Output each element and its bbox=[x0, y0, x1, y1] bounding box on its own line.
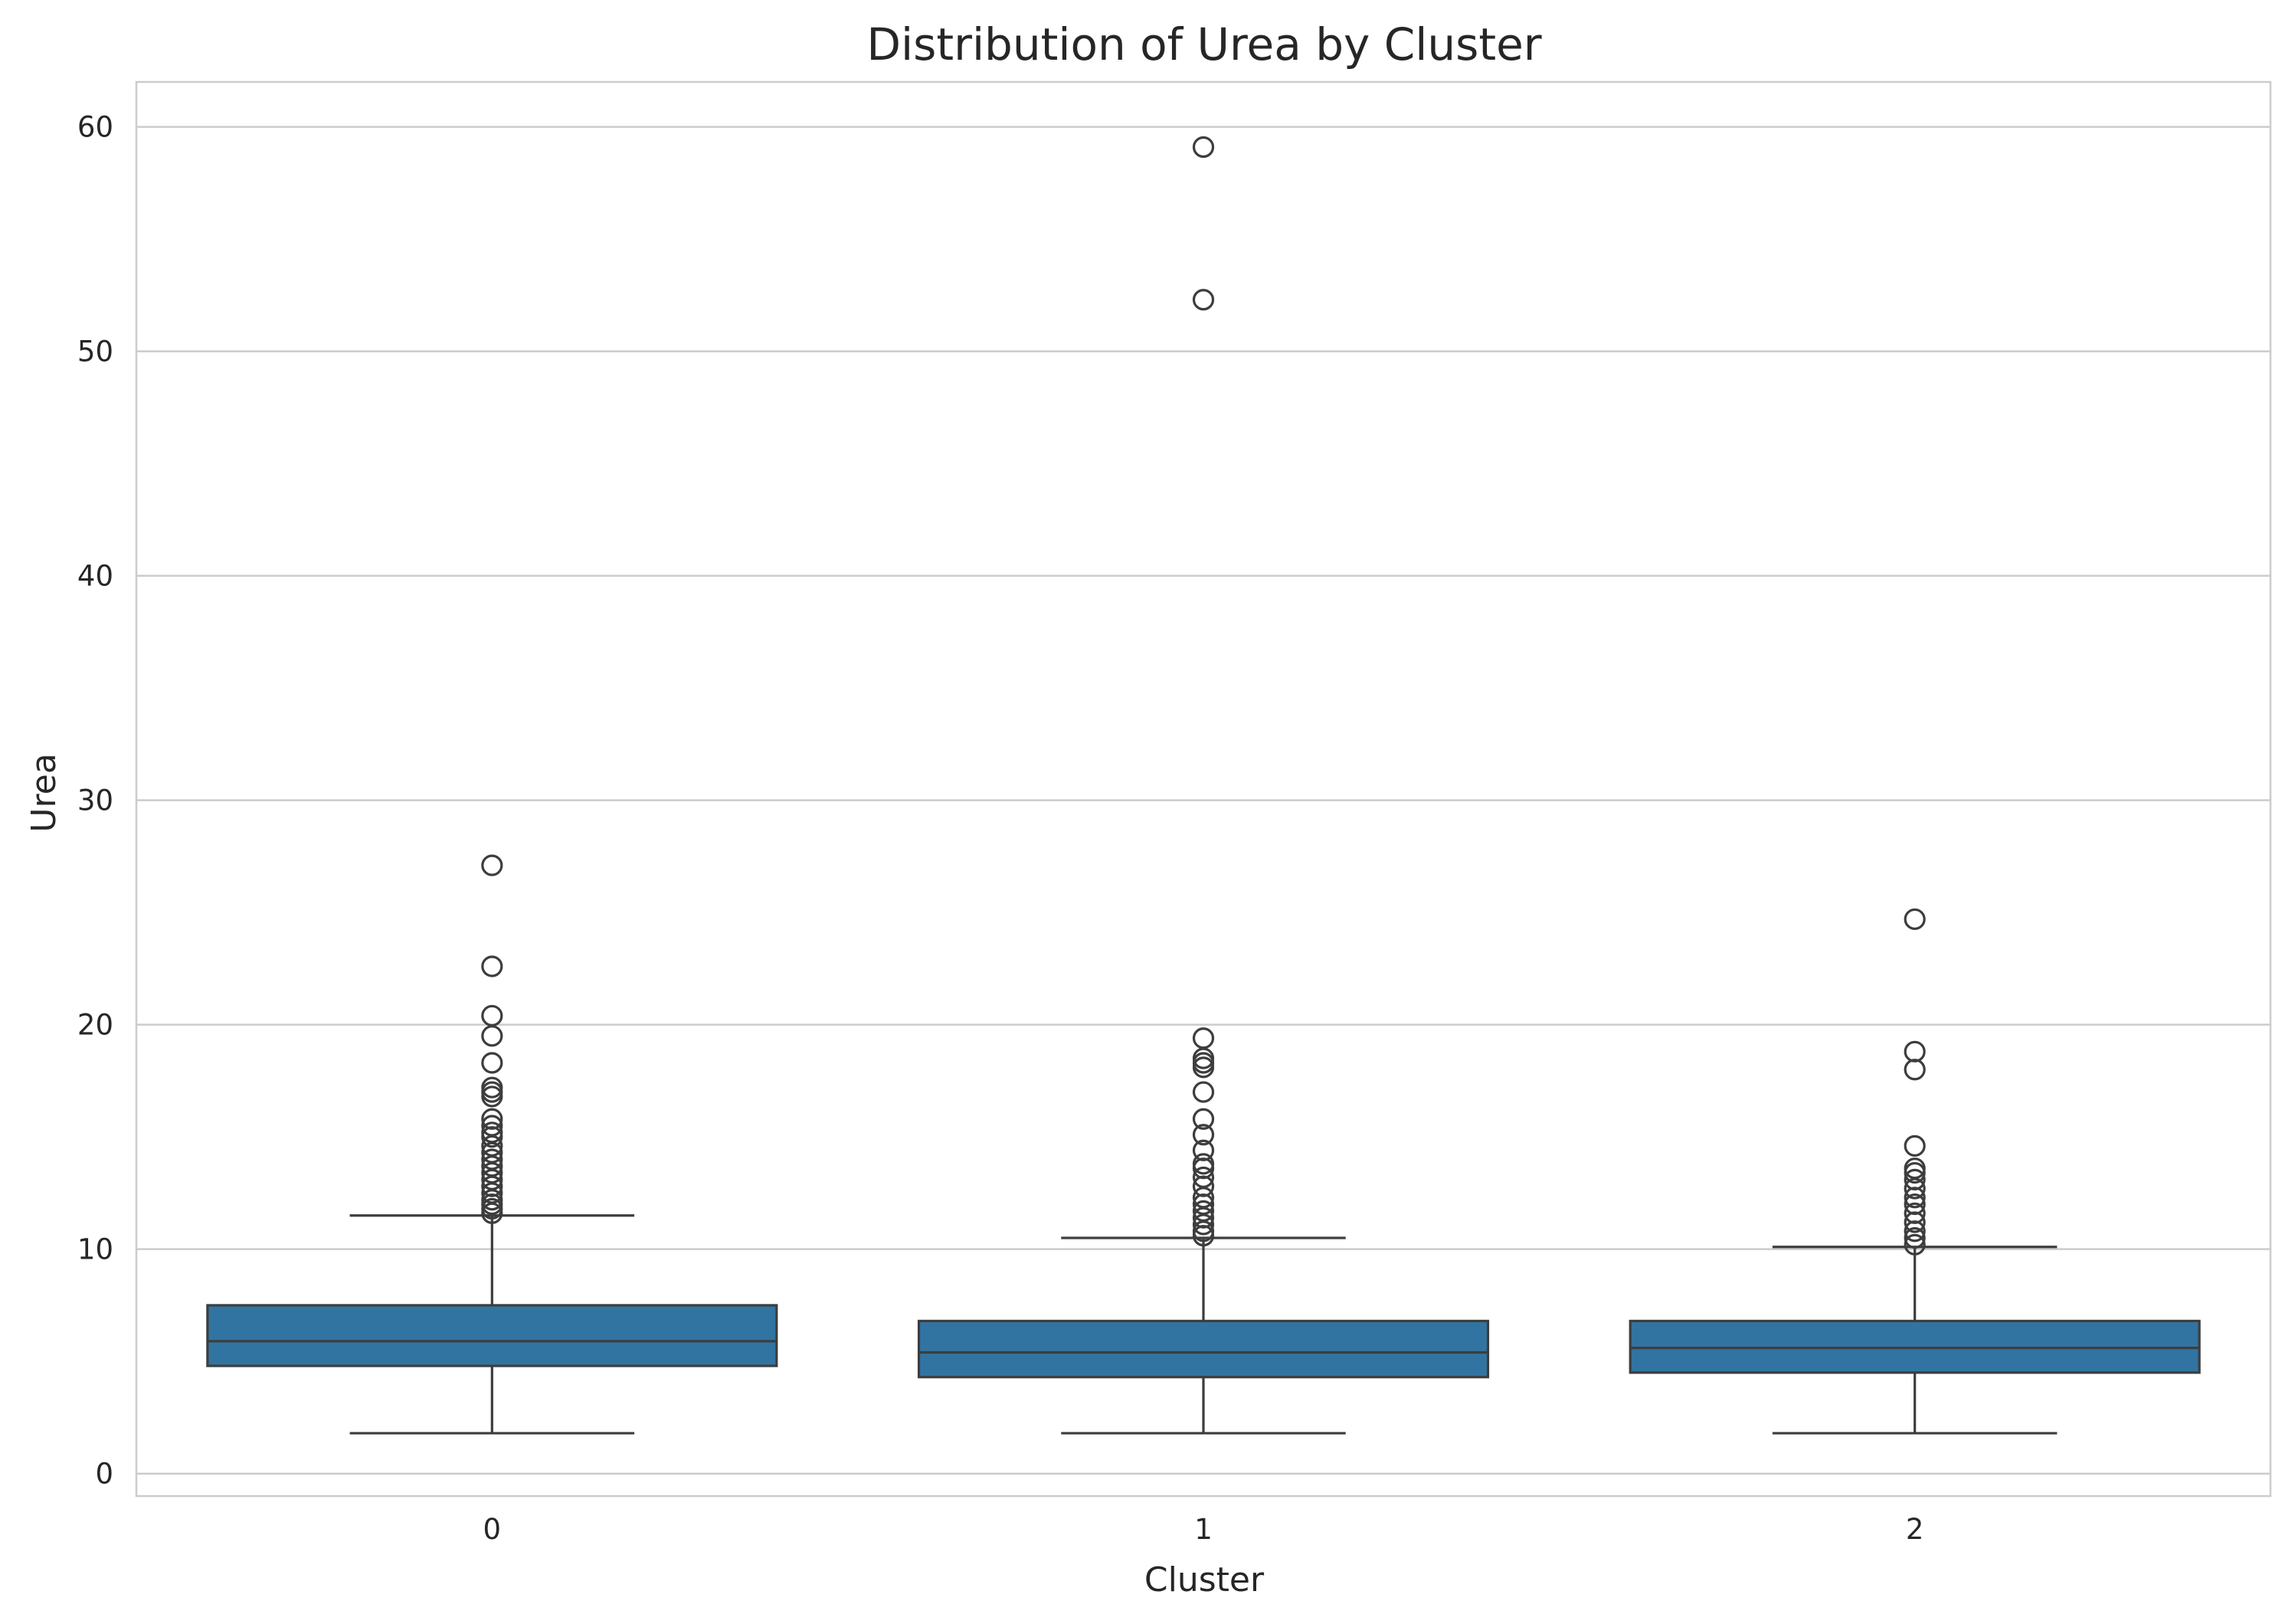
plot-frame bbox=[135, 80, 2272, 1498]
outlier-point bbox=[481, 1081, 503, 1103]
outlier-point bbox=[1904, 1233, 1926, 1256]
y-tick-labels: 0 10 20 30 40 50 60 bbox=[77, 111, 113, 1491]
outlier-point bbox=[481, 955, 503, 977]
box-group-cluster-2 bbox=[1629, 908, 2201, 1435]
outlier-point bbox=[1904, 1211, 1926, 1233]
outlier-point bbox=[1904, 1040, 1926, 1062]
outlier-point bbox=[481, 1202, 503, 1224]
outlier-point bbox=[1192, 1027, 1215, 1049]
outlier-point bbox=[1904, 908, 1926, 931]
outlier-point bbox=[1192, 1081, 1215, 1103]
outlier-point bbox=[1904, 1177, 1926, 1200]
x-tick-label: 1 bbox=[1194, 1513, 1213, 1546]
outlier-point bbox=[1192, 1225, 1215, 1247]
outlier-point bbox=[1192, 1056, 1215, 1079]
outlier-point bbox=[481, 1052, 503, 1074]
outlier-point bbox=[1192, 289, 1215, 311]
y-tick-label: 20 bbox=[77, 1009, 113, 1042]
x-tick-label: 0 bbox=[483, 1513, 502, 1546]
outlier-point bbox=[1904, 1220, 1926, 1243]
outlier-point bbox=[481, 1085, 503, 1108]
outlier-point bbox=[1192, 1108, 1215, 1130]
x-tick-label: 2 bbox=[1906, 1513, 1924, 1546]
outlier-point bbox=[1904, 1226, 1926, 1249]
box-series bbox=[206, 136, 2201, 1435]
y-tick-label: 50 bbox=[77, 336, 113, 368]
outlier-point bbox=[1192, 1052, 1215, 1074]
iqr-box bbox=[917, 1319, 1490, 1379]
outlier-point bbox=[1192, 1124, 1215, 1146]
outlier-point bbox=[1904, 1157, 1926, 1180]
box-group-cluster-1 bbox=[917, 136, 1490, 1435]
box-group-cluster-0 bbox=[206, 854, 778, 1435]
outlier-point bbox=[1904, 1059, 1926, 1081]
outlier-point bbox=[1192, 1213, 1215, 1236]
y-tick-label: 40 bbox=[77, 560, 113, 593]
chart-title: Distribution of Urea by Cluster bbox=[866, 18, 1541, 70]
iqr-box bbox=[206, 1304, 778, 1367]
x-tick-labels: 0 1 2 bbox=[483, 1513, 1924, 1546]
outlier-point bbox=[481, 1025, 503, 1047]
y-tick-label: 30 bbox=[77, 784, 113, 817]
y-axis-label: Urea bbox=[25, 753, 64, 832]
outlier-point bbox=[481, 1126, 503, 1148]
outlier-point bbox=[1192, 136, 1215, 159]
y-tick-label: 60 bbox=[77, 111, 113, 144]
outlier-point bbox=[1904, 1187, 1926, 1209]
y-tick-label: 10 bbox=[77, 1233, 113, 1266]
y-tick-label: 0 bbox=[95, 1458, 113, 1491]
x-axis-label: Cluster bbox=[1144, 1560, 1265, 1599]
outlier-point bbox=[1904, 1161, 1926, 1184]
outlier-point bbox=[481, 1004, 503, 1027]
outlier-point bbox=[1904, 1135, 1926, 1157]
outlier-point bbox=[481, 854, 503, 876]
